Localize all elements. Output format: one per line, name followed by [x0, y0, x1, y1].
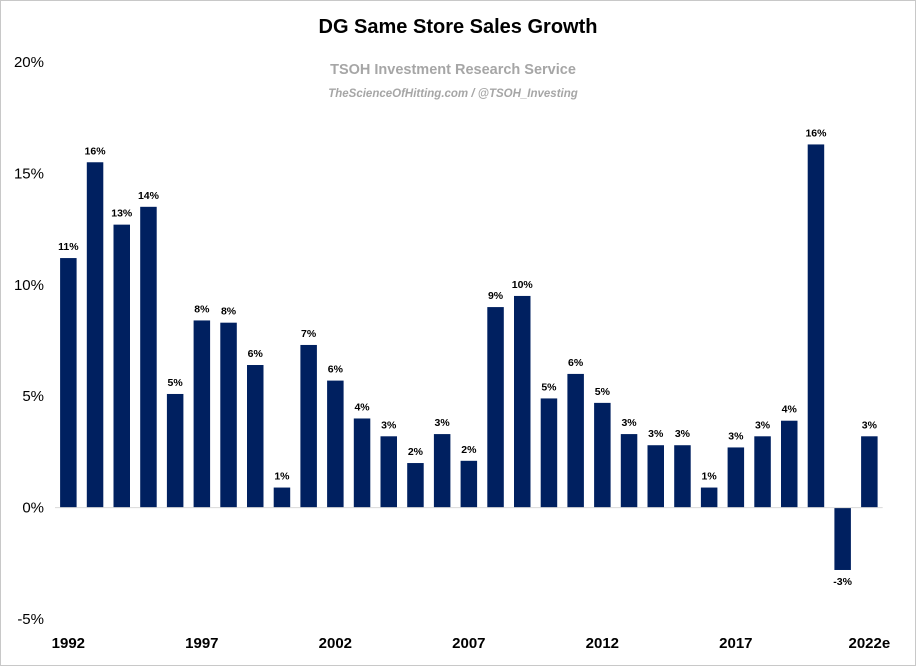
bar-2008 — [487, 307, 504, 508]
data-label-2022e: 3% — [862, 419, 878, 431]
bar-2006 — [433, 434, 451, 508]
x-tick-label: 2012 — [586, 635, 619, 652]
data-label-2002: 6% — [328, 364, 344, 376]
bar-2004 — [380, 436, 397, 508]
data-label-2007: 2% — [461, 444, 477, 456]
y-axis: 20% 15% 10% 5% 0% -5% — [14, 54, 44, 628]
bar-2005 — [407, 463, 424, 508]
watermark-line2: TheScienceOfHitting.com / @TSOH_Investin… — [328, 88, 578, 100]
data-label-2019: 4% — [782, 404, 798, 416]
data-label-2003: 4% — [354, 401, 370, 413]
data-label-2004: 3% — [381, 419, 397, 431]
data-label-2014: 3% — [648, 428, 664, 440]
bar-2017 — [727, 447, 745, 508]
x-tick-label: 1997 — [185, 635, 218, 652]
data-label-1996: 5% — [168, 377, 184, 389]
bar-2009 — [514, 295, 531, 508]
x-tick-label: 2017 — [719, 635, 752, 652]
bar-2016 — [700, 487, 718, 508]
data-label-2016: 1% — [702, 471, 718, 483]
data-label-2005: 2% — [408, 446, 424, 458]
data-label-1994: 13% — [111, 208, 133, 220]
bar-1999 — [247, 365, 264, 508]
data-label-2013: 3% — [621, 417, 637, 429]
x-tick-label: 2007 — [452, 635, 485, 652]
bar-2012 — [594, 402, 611, 508]
bar-2014 — [647, 445, 664, 508]
x-tick-label: 1992 — [52, 635, 85, 652]
bar-2001 — [300, 344, 317, 508]
data-label-2006: 3% — [435, 417, 451, 429]
data-label-1999: 6% — [248, 348, 264, 360]
data-label-1993: 16% — [85, 145, 107, 157]
bar-2002 — [327, 380, 344, 508]
data-label-2015: 3% — [675, 428, 691, 440]
bar-2011 — [567, 373, 584, 508]
y-tick-label: 5% — [22, 388, 44, 405]
data-labels: 11% 16% 13% 14% 5% 8% 8% 6% 1% 7% 6% 4% 3% 2% 3% 2% 9% 10… — [58, 127, 877, 588]
bar-1995 — [140, 206, 157, 508]
data-label-1997: 8% — [194, 303, 210, 315]
bars — [60, 144, 878, 570]
bar-1993 — [86, 162, 104, 508]
data-label-2021: -3% — [833, 576, 852, 588]
y-tick-label: 15% — [14, 165, 44, 182]
bar-2003 — [353, 418, 371, 508]
bar-2007 — [460, 460, 478, 508]
data-label-2017: 3% — [728, 430, 744, 442]
data-label-2012: 5% — [595, 386, 611, 398]
data-label-1998: 8% — [221, 306, 237, 318]
data-label-2009: 10% — [512, 279, 534, 291]
bar-2000 — [273, 487, 291, 508]
data-label-2001: 7% — [301, 328, 317, 340]
bar-1994 — [113, 224, 130, 508]
bar-1996 — [166, 393, 184, 508]
data-label-1995: 14% — [138, 190, 160, 202]
chart-title: DG Same Store Sales Growth — [318, 16, 598, 38]
bar-2020 — [807, 144, 825, 508]
bar-2019 — [781, 420, 798, 508]
bar-1992 — [60, 258, 77, 508]
y-tick-label: 0% — [22, 500, 44, 517]
watermark-line1: TSOH Investment Research Service — [330, 62, 576, 78]
data-label-2018: 3% — [755, 419, 771, 431]
data-label-1992: 11% — [58, 241, 79, 253]
data-label-2010: 5% — [541, 381, 557, 393]
bar-1997 — [193, 320, 211, 508]
data-label-2020: 16% — [805, 127, 827, 139]
bar-2015 — [674, 445, 691, 508]
bar-2018 — [754, 436, 771, 508]
x-axis: 1992 1997 2002 2007 2012 2017 2022e — [52, 635, 891, 652]
data-label-2011: 6% — [568, 357, 584, 369]
y-tick-label: 10% — [14, 277, 44, 294]
y-tick-label: 20% — [14, 54, 44, 71]
bar-2021 — [834, 507, 851, 570]
y-tick-label: -5% — [17, 611, 44, 628]
bar-2010 — [540, 398, 558, 508]
bar-2013 — [620, 434, 638, 508]
bar-1998 — [220, 322, 237, 508]
data-label-2000: 1% — [274, 471, 290, 483]
data-label-2008: 9% — [488, 290, 504, 302]
x-tick-label: 2002 — [319, 635, 352, 652]
bar-2022e — [861, 436, 878, 508]
x-tick-label: 2022e — [848, 635, 890, 652]
